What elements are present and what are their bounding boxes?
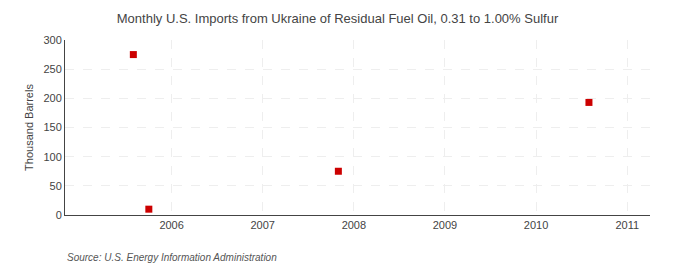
- svg-text:Thousand Barrels: Thousand Barrels: [23, 84, 35, 171]
- svg-text:250: 250: [43, 63, 61, 75]
- svg-text:2008: 2008: [342, 219, 366, 231]
- svg-text:200: 200: [43, 92, 61, 104]
- svg-text:100: 100: [43, 151, 61, 163]
- svg-text:2010: 2010: [524, 219, 548, 231]
- svg-text:300: 300: [43, 34, 61, 46]
- svg-text:50: 50: [50, 180, 62, 192]
- svg-text:Monthly U.S. Imports from Ukra: Monthly U.S. Imports from Ukraine of Res…: [117, 11, 559, 26]
- svg-text:2006: 2006: [159, 219, 183, 231]
- svg-text:2007: 2007: [250, 219, 274, 231]
- svg-text:2011: 2011: [615, 219, 639, 231]
- svg-text:Source: U.S. Energy Informatio: Source: U.S. Energy Information Administ…: [67, 252, 277, 263]
- svg-text:150: 150: [43, 121, 61, 133]
- svg-text:0: 0: [56, 209, 62, 221]
- svg-text:2009: 2009: [433, 219, 457, 231]
